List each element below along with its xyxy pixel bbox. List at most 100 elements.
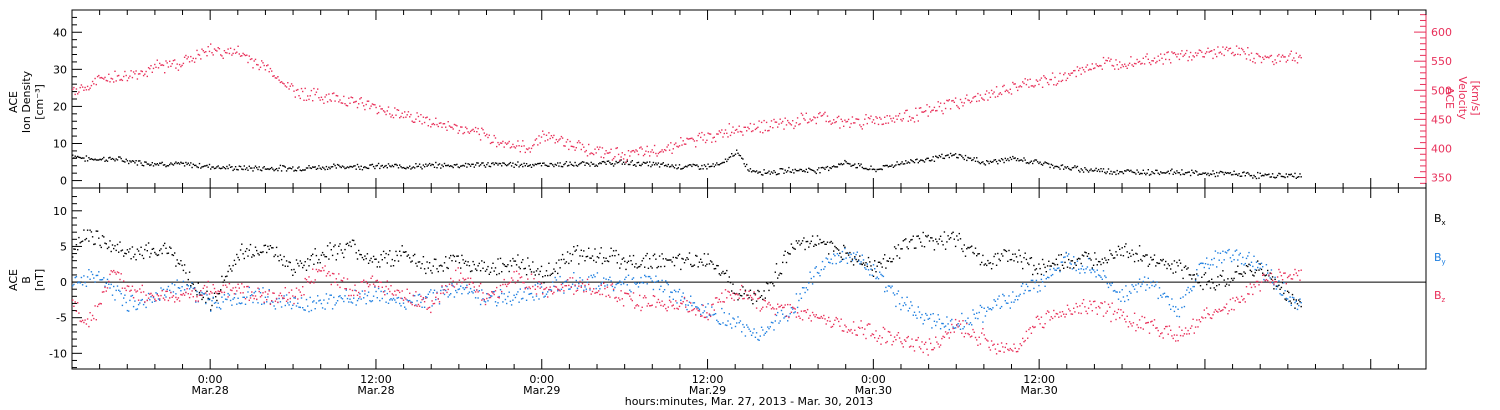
data-point-velocity (326, 101, 329, 103)
data-point-velocity (1147, 58, 1149, 60)
data-point-velocity (246, 54, 248, 56)
data-point-by (349, 298, 351, 300)
data-point-bz (835, 316, 837, 319)
data-point-velocity (1130, 56, 1132, 58)
data-point-by (1290, 304, 1292, 306)
data-point-velocity (1007, 90, 1009, 92)
data-point-density (676, 168, 678, 170)
data-point-bz (486, 297, 488, 300)
data-point-bx (1288, 291, 1290, 294)
data-point-density (119, 156, 121, 158)
data-point-density (443, 162, 446, 165)
data-point-velocity (1293, 57, 1295, 59)
data-point-by (683, 298, 686, 300)
data-point-bz (353, 294, 355, 297)
data-point-density (1055, 165, 1057, 168)
data-point-by (637, 286, 640, 288)
data-point-by (588, 276, 590, 278)
data-point-velocity (1286, 59, 1289, 61)
data-point-bx (923, 246, 926, 248)
data-point-velocity (874, 122, 876, 125)
data-point-bx (1053, 262, 1055, 265)
data-point-by (81, 284, 84, 286)
data-point-bx (1156, 262, 1158, 264)
data-point-density (1048, 163, 1050, 165)
data-point-by (293, 297, 295, 299)
data-point-velocity (380, 108, 382, 110)
data-point-density (968, 157, 970, 159)
data-point-bz (910, 345, 912, 347)
data-point-velocity (992, 93, 994, 95)
data-point-bz (195, 300, 197, 302)
data-point-bz (365, 280, 367, 283)
data-point-bx (1069, 267, 1071, 269)
data-point-bx (319, 262, 321, 264)
data-point-velocity (544, 140, 546, 142)
data-point-bx (103, 236, 105, 238)
data-point-velocity (233, 48, 236, 51)
data-point-density (1033, 160, 1035, 162)
data-point-bx (298, 265, 300, 267)
data-point-bx (384, 257, 386, 259)
data-point-velocity (1095, 63, 1097, 65)
data-point-by (680, 299, 682, 301)
data-point-by (504, 298, 507, 301)
data-point-by (1162, 293, 1164, 295)
data-point-bz (326, 272, 329, 275)
data-point-velocity (881, 123, 883, 126)
data-point-density (667, 163, 669, 166)
data-point-velocity (211, 52, 213, 54)
data-point-density (226, 165, 228, 168)
data-point-bx (1274, 278, 1276, 281)
data-point-density (905, 160, 907, 162)
data-point-velocity (928, 106, 931, 108)
data-point-velocity (359, 98, 361, 100)
data-point-bx (1192, 274, 1194, 276)
data-point-velocity (1177, 53, 1179, 55)
data-point-bz (604, 287, 606, 290)
data-point-by (285, 294, 288, 296)
y-tick-label: 0 (60, 276, 67, 289)
data-point-density (854, 163, 856, 165)
data-point-velocity (420, 114, 422, 116)
data-point-velocity (1110, 58, 1112, 60)
data-point-bx (564, 262, 566, 265)
data-point-velocity (1056, 82, 1059, 85)
data-point-velocity (1119, 61, 1121, 63)
data-point-by (1056, 267, 1059, 270)
data-point-velocity (1238, 47, 1240, 49)
data-point-bz (841, 330, 844, 332)
data-point-density (824, 168, 826, 170)
data-point-bx (676, 257, 678, 259)
data-point-velocity (860, 126, 862, 128)
data-point-bz (829, 320, 831, 322)
data-point-bz (861, 327, 863, 329)
data-point-bz (355, 290, 357, 292)
data-point-bz (619, 299, 621, 301)
data-point-bx (1163, 264, 1166, 266)
data-point-bz (576, 289, 579, 291)
data-point-density (548, 165, 550, 167)
data-point-velocity (1186, 49, 1188, 52)
data-point-velocity (1086, 64, 1089, 66)
data-point-bx (611, 254, 614, 257)
data-point-bx (446, 266, 448, 269)
data-point-velocity (1104, 62, 1106, 64)
data-point-by (379, 299, 381, 302)
data-point-bx (1157, 262, 1159, 265)
data-point-bz (1105, 312, 1107, 314)
data-point-by (530, 292, 533, 295)
data-point-density (380, 165, 382, 167)
data-point-by (1296, 308, 1299, 311)
data-point-density (472, 163, 474, 165)
data-point-velocity (838, 115, 840, 118)
data-point-bx (925, 235, 927, 237)
data-point-bz (1135, 330, 1137, 332)
data-point-velocity (391, 114, 393, 116)
data-point-density (1126, 169, 1128, 171)
data-point-velocity (1122, 65, 1125, 68)
data-point-bz (451, 284, 453, 287)
data-point-bz (893, 336, 896, 338)
data-point-bx (1166, 267, 1168, 270)
data-point-bz (658, 301, 661, 304)
